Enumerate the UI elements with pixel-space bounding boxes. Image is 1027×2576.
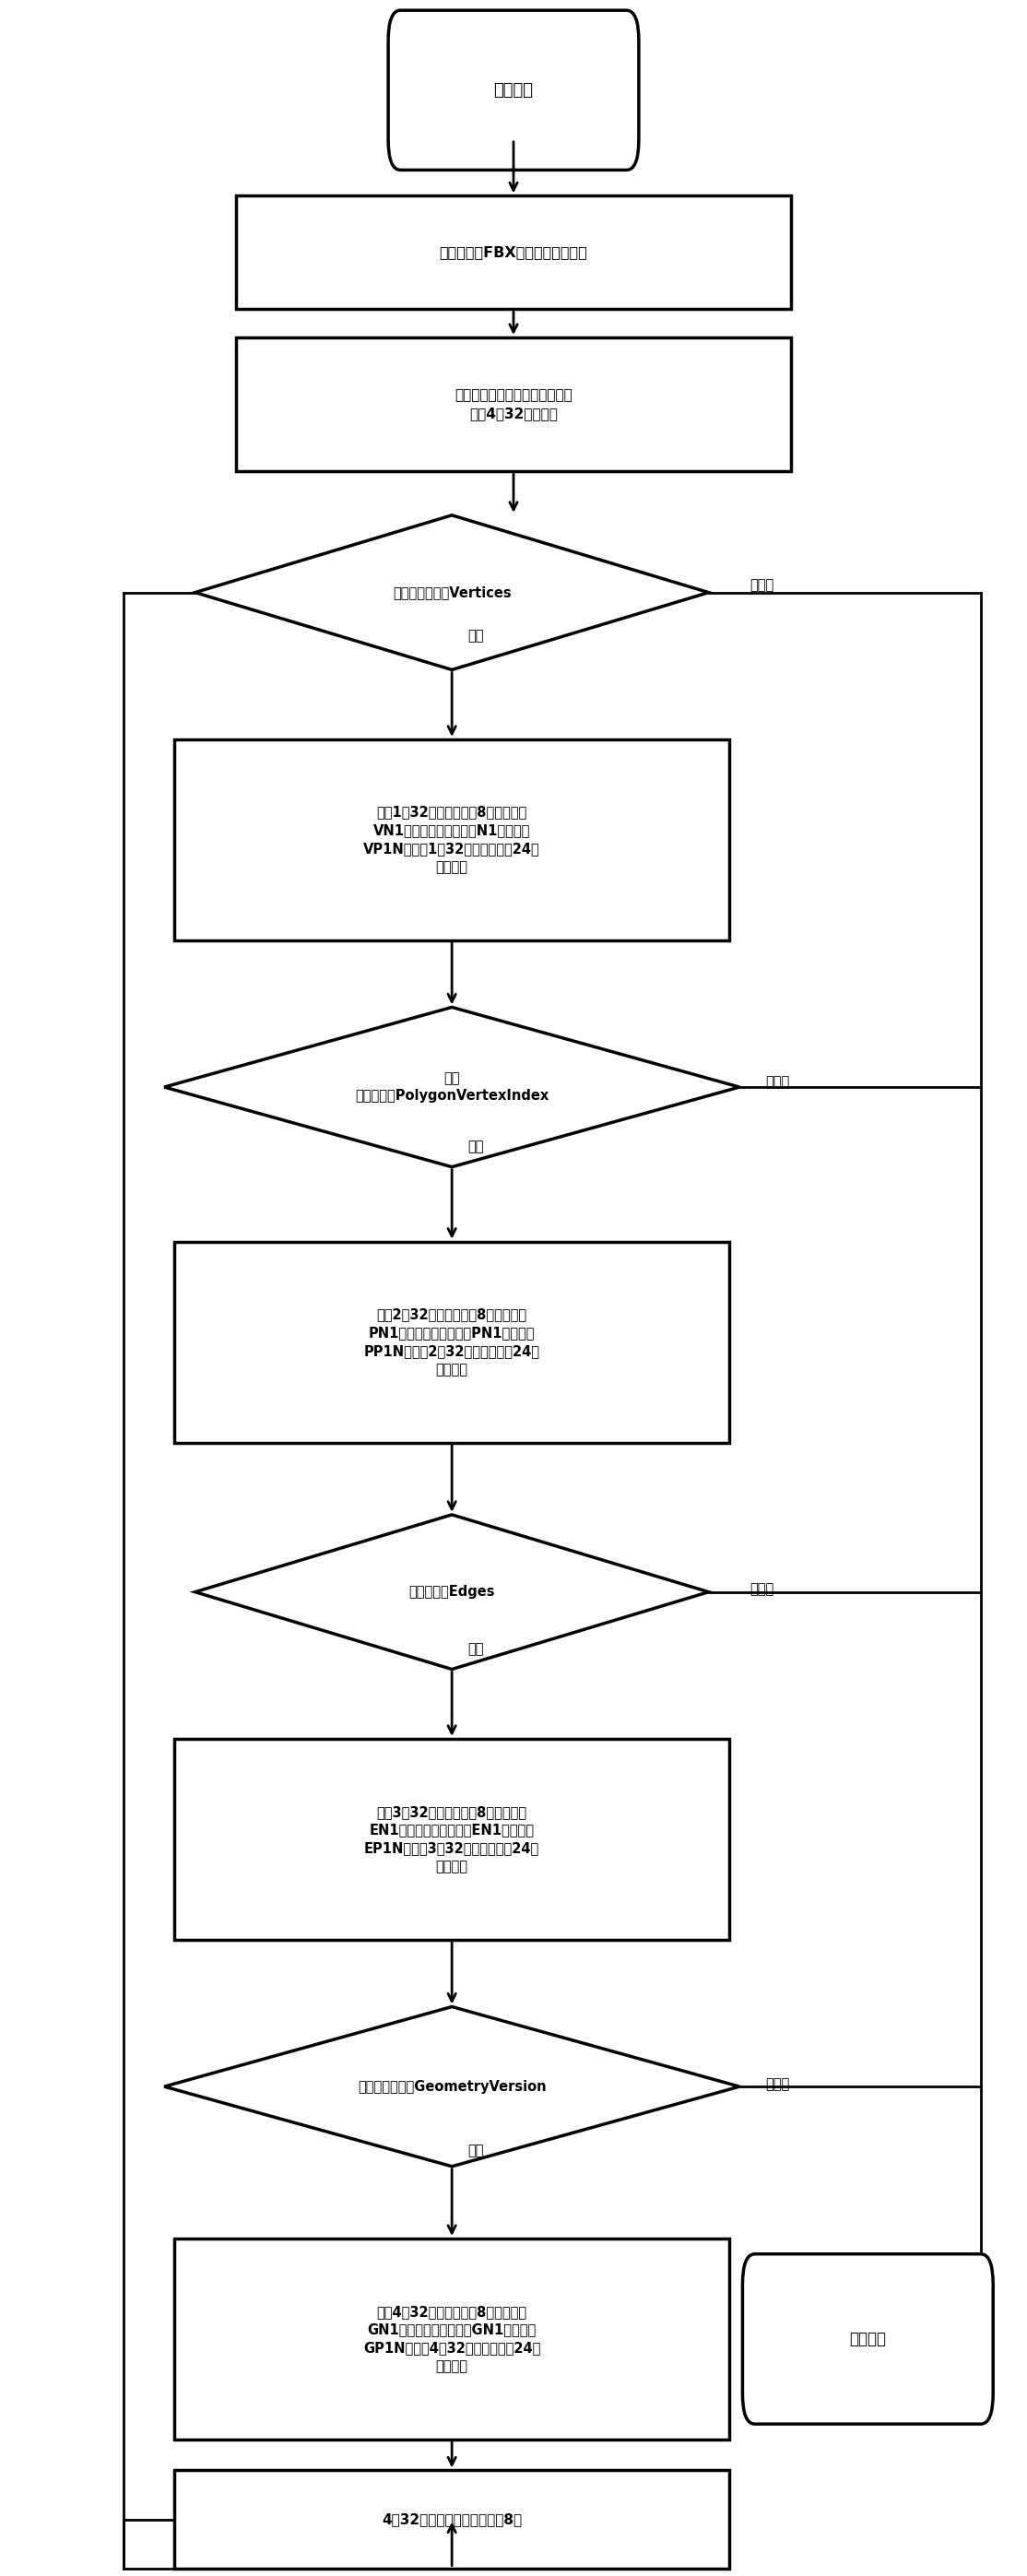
Text: 搜索关键字Edges: 搜索关键字Edges bbox=[409, 1584, 495, 1600]
Bar bbox=[175, 2470, 729, 2568]
Text: 读取原始的FBX格式三维模型文件: 读取原始的FBX格式三维模型文件 bbox=[440, 245, 587, 260]
Polygon shape bbox=[164, 2007, 739, 2166]
Text: 取第2段32位散列值的前8位对应的数
PN1作为偏移值，向后数PN1位的位置
PP1N加入第2段32位散列值的后24位
数据序列: 取第2段32位散列值的前8位对应的数 PN1作为偏移值，向后数PN1位的位置 P… bbox=[364, 1309, 540, 1376]
Text: 存在: 存在 bbox=[467, 629, 484, 644]
Text: 不存在: 不存在 bbox=[765, 2076, 790, 2092]
Bar bbox=[175, 1739, 729, 1940]
Polygon shape bbox=[164, 1007, 739, 1167]
FancyBboxPatch shape bbox=[743, 2254, 993, 2424]
Bar bbox=[236, 196, 791, 309]
Text: 取第3段32位散列值的前8位对应的数
EN1作为偏移值，向后数EN1位的位置
EP1N加入第3段32位散列值的后24位
数据序列: 取第3段32位散列值的前8位对应的数 EN1作为偏移值，向后数EN1位的位置 E… bbox=[365, 1806, 539, 1873]
Text: 存在: 存在 bbox=[467, 1139, 484, 1154]
Bar bbox=[175, 739, 729, 940]
Text: 加密结束: 加密结束 bbox=[849, 2331, 886, 2347]
Bar bbox=[175, 2239, 729, 2439]
Text: 版权所有人输入一段文字密钥，
生成4段32位散列值: 版权所有人输入一段文字密钥， 生成4段32位散列值 bbox=[455, 389, 572, 420]
Bar bbox=[175, 1242, 729, 1443]
Text: 取第1段32位散列值的前8位对应的数
VN1作为偏移值，向后数N1位的位置
VP1N加入第1段32位散列值的后24位
数据序列: 取第1段32位散列值的前8位对应的数 VN1作为偏移值，向后数N1位的位置 VP… bbox=[364, 806, 540, 873]
Bar bbox=[236, 337, 791, 471]
Text: 不存在: 不存在 bbox=[750, 577, 774, 592]
Text: 向下
搜索关键字PolygonVertexIndex: 向下 搜索关键字PolygonVertexIndex bbox=[355, 1072, 548, 1103]
Text: 加密开始: 加密开始 bbox=[494, 82, 533, 98]
Text: 向下搜索关键字Vertices: 向下搜索关键字Vertices bbox=[392, 585, 511, 600]
Text: 4段32位散列值分别循环左移8位: 4段32位散列值分别循环左移8位 bbox=[382, 2512, 522, 2527]
Text: 存在: 存在 bbox=[467, 2143, 484, 2159]
Polygon shape bbox=[195, 1515, 709, 1669]
Polygon shape bbox=[195, 515, 709, 670]
Text: 取第4段32位散列值的前8位对应的数
GN1作为偏移值，向后数GN1位的位置
GP1N加入第4段32位散列值的后24位
数据序列: 取第4段32位散列值的前8位对应的数 GN1作为偏移值，向后数GN1位的位置 G… bbox=[364, 2306, 540, 2372]
FancyBboxPatch shape bbox=[388, 10, 639, 170]
Text: 不存在: 不存在 bbox=[765, 1074, 790, 1090]
Text: 不存在: 不存在 bbox=[750, 1582, 774, 1597]
Text: 向下搜索关键字GeometryVersion: 向下搜索关键字GeometryVersion bbox=[357, 2079, 546, 2094]
Text: 存在: 存在 bbox=[467, 1641, 484, 1656]
